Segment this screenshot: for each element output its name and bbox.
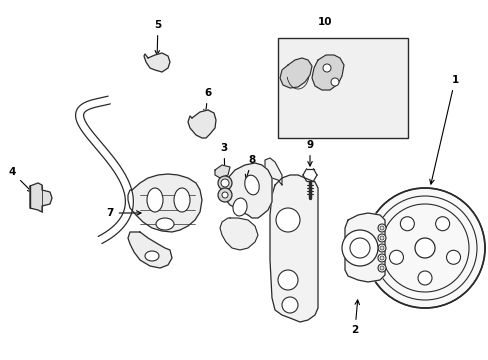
Text: 7: 7 <box>106 208 141 218</box>
Circle shape <box>377 244 385 252</box>
Polygon shape <box>30 183 52 212</box>
Text: 10: 10 <box>317 17 331 27</box>
Polygon shape <box>345 213 384 282</box>
Circle shape <box>341 230 377 266</box>
Circle shape <box>221 179 228 187</box>
Circle shape <box>275 208 299 232</box>
Polygon shape <box>128 232 172 268</box>
Circle shape <box>377 234 385 242</box>
Circle shape <box>379 236 383 240</box>
Polygon shape <box>269 175 317 322</box>
Circle shape <box>377 224 385 232</box>
Text: 5: 5 <box>154 20 162 55</box>
Circle shape <box>379 256 383 260</box>
Circle shape <box>377 264 385 272</box>
Polygon shape <box>220 218 258 250</box>
Polygon shape <box>128 174 202 232</box>
Circle shape <box>349 238 369 258</box>
Polygon shape <box>215 165 229 178</box>
Circle shape <box>379 226 383 230</box>
Circle shape <box>218 188 231 202</box>
Circle shape <box>414 238 434 258</box>
Text: 2: 2 <box>351 300 359 335</box>
Ellipse shape <box>145 251 159 261</box>
Polygon shape <box>280 58 311 88</box>
Circle shape <box>379 246 383 250</box>
Polygon shape <box>264 158 282 185</box>
Polygon shape <box>311 55 343 90</box>
Ellipse shape <box>232 198 246 216</box>
Text: 9: 9 <box>306 140 313 166</box>
Circle shape <box>282 297 297 313</box>
Ellipse shape <box>156 218 174 230</box>
Circle shape <box>218 176 231 190</box>
Text: 1: 1 <box>429 75 458 184</box>
Bar <box>278 38 407 138</box>
Text: 8: 8 <box>245 155 255 179</box>
Circle shape <box>222 192 227 198</box>
Circle shape <box>278 270 297 290</box>
Circle shape <box>388 250 403 264</box>
Circle shape <box>417 271 431 285</box>
Ellipse shape <box>244 175 259 195</box>
Circle shape <box>330 78 338 86</box>
Circle shape <box>400 217 413 231</box>
Circle shape <box>323 64 330 72</box>
Circle shape <box>379 266 383 270</box>
Circle shape <box>435 217 448 231</box>
Ellipse shape <box>147 188 163 212</box>
Text: 3: 3 <box>220 143 227 173</box>
Polygon shape <box>143 53 170 72</box>
Circle shape <box>446 250 460 264</box>
Ellipse shape <box>174 188 190 212</box>
Text: 4: 4 <box>8 167 32 192</box>
Polygon shape <box>224 163 271 218</box>
Polygon shape <box>187 110 216 138</box>
Text: 6: 6 <box>203 88 211 114</box>
Circle shape <box>364 188 484 308</box>
Circle shape <box>377 254 385 262</box>
